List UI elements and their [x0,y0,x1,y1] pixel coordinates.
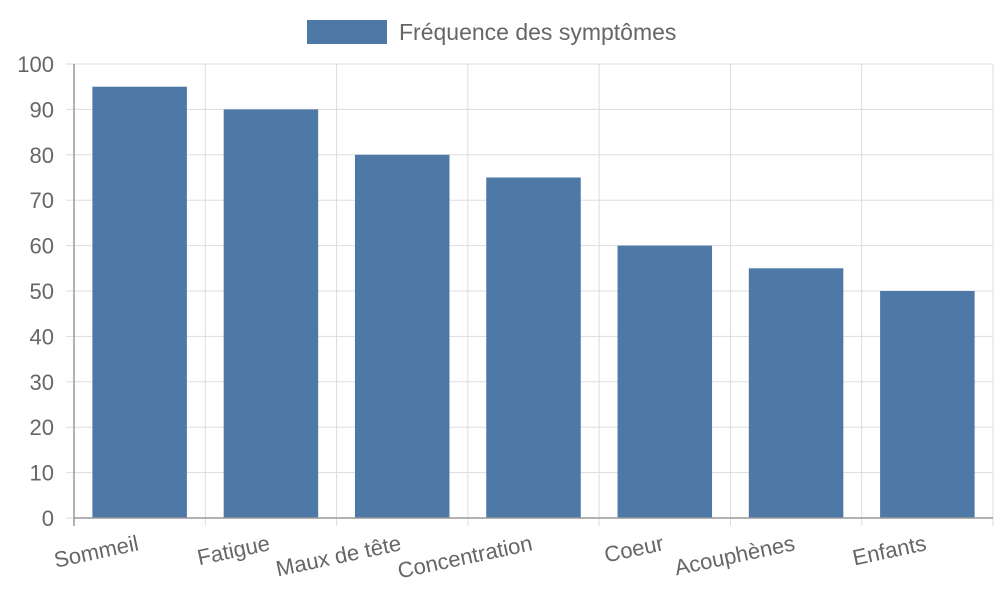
bars [92,86,975,519]
bar [617,245,713,518]
bar [880,291,975,518]
bar [223,109,319,519]
legend: Fréquence des symptômes [307,19,676,45]
bar [92,86,187,518]
y-tick-label: 70 [30,188,54,213]
y-tick-label: 0 [42,506,54,531]
bar [354,154,450,519]
legend-label: Fréquence des symptômes [399,19,676,45]
legend-swatch [307,20,387,44]
y-tick-label: 60 [30,234,54,259]
y-tick-label: 20 [30,415,54,440]
y-tick-label: 90 [30,97,54,122]
x-tick-label: Enfants [850,530,928,570]
y-tick-label: 40 [30,324,54,349]
bar [486,177,581,518]
bar [748,268,844,518]
y-tick-label: 100 [17,52,54,77]
x-tick-label: Maux de tête [274,530,404,581]
x-tick-label: Fatigue [195,530,272,570]
x-tick-label: Concentration [395,530,534,583]
y-axis-tick-labels: 0 10 20 30 40 50 60 70 80 90 100 [17,52,54,531]
y-tick-label: 50 [30,279,54,304]
x-tick-label: Acouphènes [672,530,797,580]
y-tick-label: 10 [30,461,54,486]
axes [66,63,993,526]
y-tick-label: 30 [30,370,54,395]
x-tick-label: Sommeil [52,530,141,572]
y-tick-label: 80 [30,143,54,168]
x-tick-label: Coeur [602,530,666,567]
